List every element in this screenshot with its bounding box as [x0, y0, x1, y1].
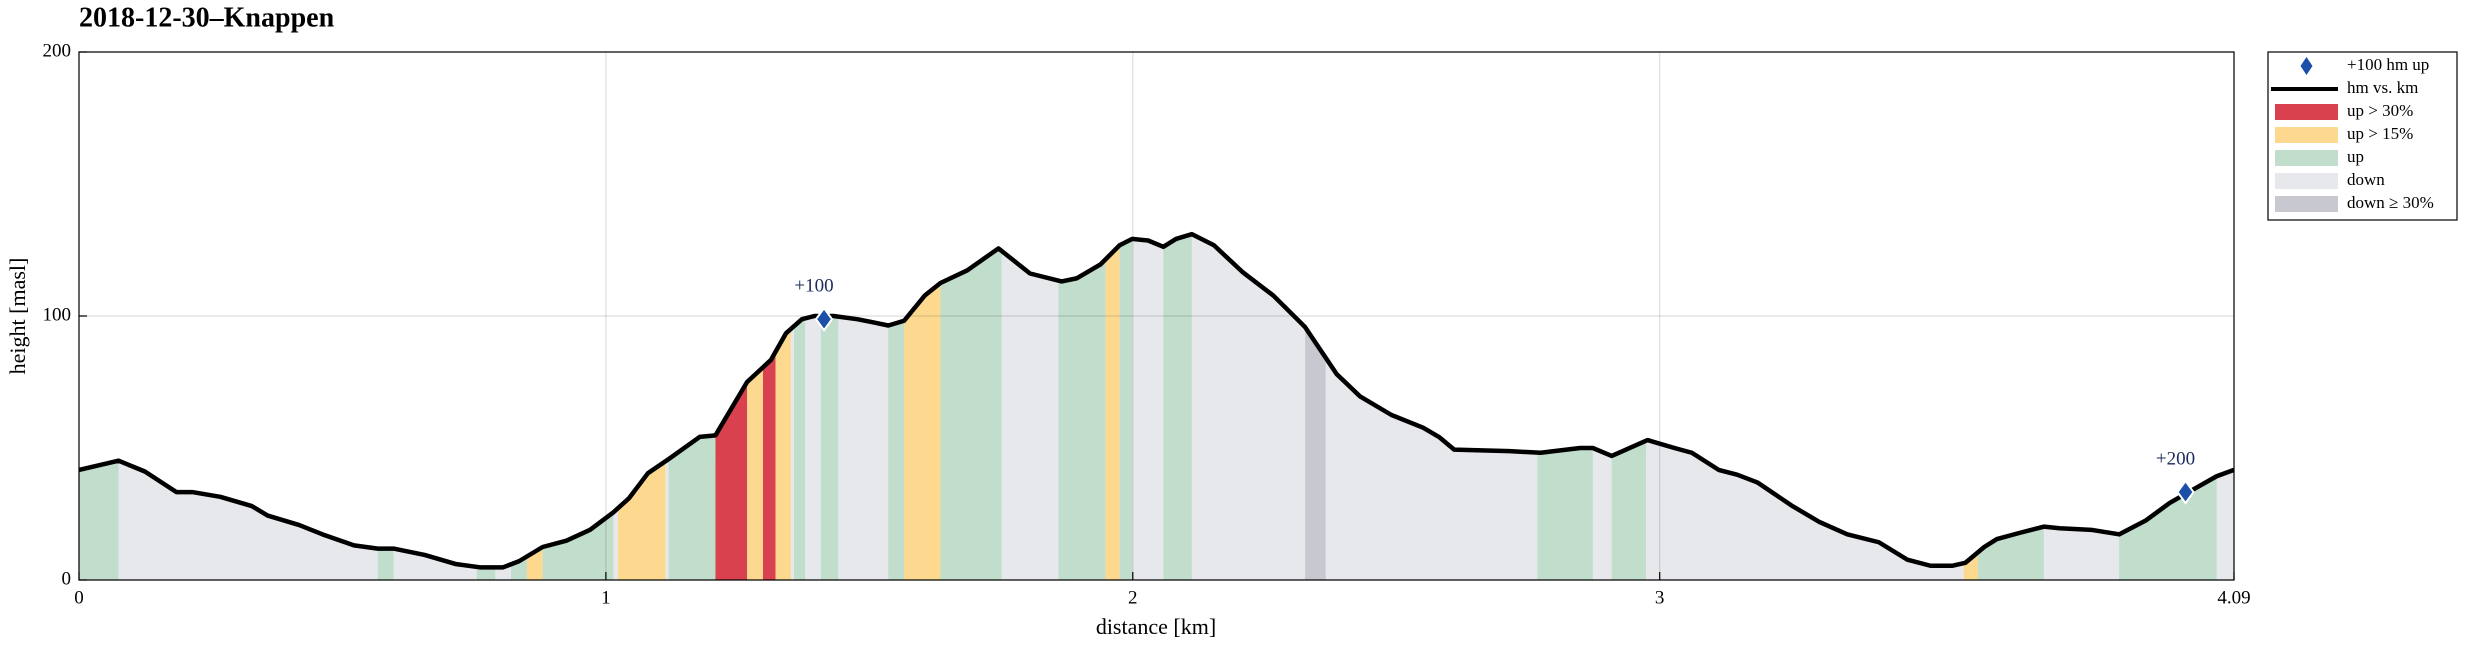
legend-label: down ≥ 30% [2347, 193, 2434, 212]
band-segment [904, 283, 941, 580]
legend-label: +100 hm up [2347, 55, 2429, 74]
band-segment [1977, 526, 2044, 580]
band-segment [668, 435, 716, 580]
legend-label: hm vs. km [2347, 78, 2418, 97]
band-segment [542, 512, 614, 580]
legend-swatch [2275, 104, 2338, 120]
y-tick-label: 100 [43, 304, 72, 325]
legend-swatch [2275, 127, 2338, 143]
legend-label: down [2347, 170, 2385, 189]
x-tick-label: 2 [1128, 587, 1138, 608]
band-segment [79, 460, 119, 580]
band-segment [1611, 440, 1646, 580]
x-tick-label: 4.09 [2217, 587, 2250, 608]
band-segment [1537, 448, 1593, 580]
band-segment [476, 566, 496, 580]
x-axis-label: distance [km] [1096, 614, 1216, 639]
band-segment [940, 248, 1002, 580]
legend-label: up [2347, 147, 2364, 166]
profile-line [78, 231, 2235, 570]
band-segment [1119, 238, 1133, 581]
band-segment [1963, 552, 1978, 580]
legend-label: up > 15% [2347, 124, 2413, 143]
milestone-marker [814, 306, 834, 332]
band-segment [1058, 259, 1106, 580]
legend-marker [2300, 57, 2313, 75]
band-segment [820, 316, 839, 580]
x-tick-label: 0 [74, 587, 84, 608]
band-segment [888, 320, 905, 580]
y-tick-label: 0 [62, 568, 72, 589]
band-segment [1163, 234, 1192, 580]
band-segment [712, 382, 748, 580]
x-tick-label: 1 [601, 587, 611, 608]
band-segment [762, 351, 776, 580]
milestone-label: +200 [2156, 448, 2195, 469]
band-segment [1305, 327, 1326, 580]
band-segment [747, 367, 763, 580]
band-segment [618, 461, 666, 580]
milestone-marker [2176, 479, 2195, 505]
legend-swatch [2275, 173, 2338, 189]
y-tick-label: 200 [43, 40, 72, 61]
legend-swatch [2275, 150, 2338, 166]
legend-swatch [2275, 196, 2338, 212]
band-segment [377, 548, 394, 580]
milestone-label: +100 [794, 276, 833, 297]
band-segment [2119, 476, 2217, 580]
band-segment [793, 318, 806, 580]
profile-area [79, 234, 2234, 580]
legend-label: up > 30% [2347, 101, 2413, 120]
band-segment [1105, 245, 1120, 581]
band-segment [511, 556, 527, 580]
band-segment [775, 328, 791, 580]
chart-title: 2018-12-30–Knappen [79, 2, 335, 33]
x-tick-label: 3 [1655, 587, 1665, 608]
y-axis-label: height [masl] [5, 258, 30, 375]
